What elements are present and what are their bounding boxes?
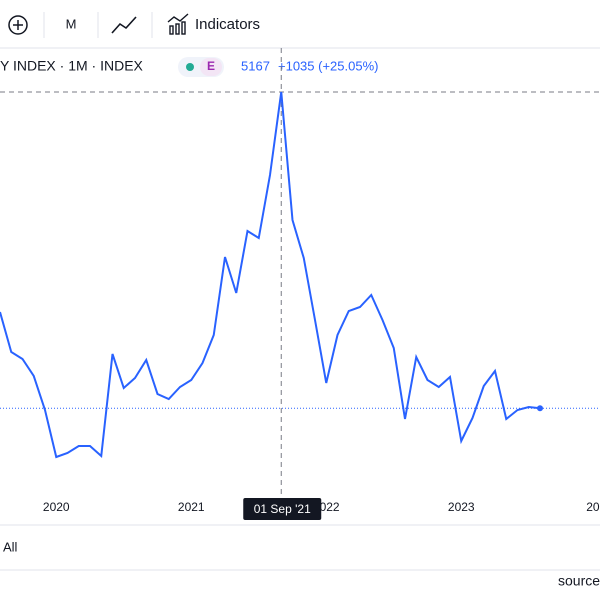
x-tick-label: 2023	[448, 500, 475, 514]
x-tick-label: 202	[586, 500, 600, 514]
badge-bg	[200, 58, 222, 76]
legend-price: 5167	[241, 58, 270, 73]
x-tick-label: 2020	[43, 500, 70, 514]
range-all[interactable]: All	[3, 539, 18, 554]
price-line-series	[0, 91, 541, 459]
legend-change: +1035 (+25.05%)	[278, 58, 378, 73]
market-status	[186, 63, 194, 71]
x-tick-label: 2021	[178, 500, 205, 514]
interval-button[interactable]: M	[66, 16, 77, 31]
add-symbol[interactable]	[8, 15, 28, 35]
last-point	[537, 405, 543, 412]
indicators-button[interactable]: Indicators	[195, 16, 260, 33]
indicators-icon	[167, 13, 189, 35]
footer-source: source	[558, 573, 600, 589]
chart-type-button[interactable]	[111, 16, 137, 34]
plot: 202020212022202320201 Sep '21	[0, 48, 600, 520]
legend: Y INDEX · 1M · INDEX E 5167 +1035 (+25.0…	[0, 57, 378, 77]
symbol-name: Y INDEX · 1M · INDEX	[0, 58, 144, 74]
badge: E	[207, 59, 215, 73]
crosshair-label: 01 Sep '21	[254, 502, 311, 516]
crosshair-label-bg	[243, 498, 322, 520]
toolbar: M Indicators	[0, 12, 600, 49]
